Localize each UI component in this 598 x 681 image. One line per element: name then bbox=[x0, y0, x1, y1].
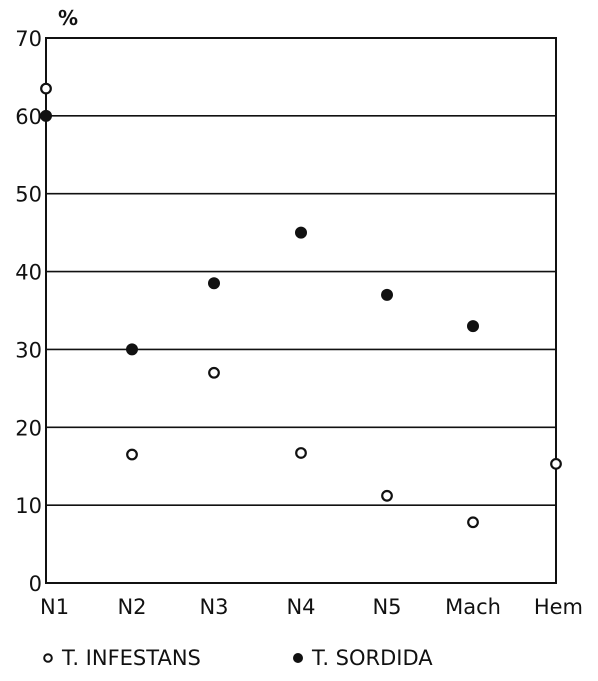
marker-t-sordida-n3 bbox=[208, 277, 220, 290]
legend-label-t-infestans: T. INFESTANS bbox=[61, 646, 201, 670]
marker-t-infestans-mach bbox=[467, 516, 479, 529]
y-tick-label-50: 50 bbox=[15, 183, 42, 207]
marker-t-infestans-n5 bbox=[381, 489, 393, 502]
legend: T. INFESTANS T. SORDIDA bbox=[43, 646, 433, 670]
gridlines bbox=[46, 115, 556, 506]
marker-t-sordida-n5 bbox=[381, 288, 393, 301]
y-tick-label-30: 30 bbox=[15, 338, 42, 362]
y-tick-label-40: 40 bbox=[15, 261, 42, 285]
x-tick-label-n4: N4 bbox=[286, 595, 315, 619]
marker-t-infestans-n2 bbox=[126, 448, 138, 461]
marker-t-infestans-hem bbox=[550, 457, 562, 470]
x-tick-label-n5: N5 bbox=[372, 595, 401, 619]
x-axis-ticks: N1 N2 N3 N4 N5 Mach Hem bbox=[40, 595, 583, 619]
y-tick-label-60: 60 bbox=[15, 105, 42, 129]
legend-label-t-sordida: T. SORDIDA bbox=[311, 646, 433, 670]
x-tick-label-n3: N3 bbox=[199, 595, 228, 619]
marker-t-infestans-n1 bbox=[40, 82, 52, 95]
y-tick-label-0: 0 bbox=[29, 572, 42, 596]
x-tick-label-n1: N1 bbox=[40, 595, 69, 619]
marker-t-sordida-n1 bbox=[40, 109, 52, 122]
y-tick-label-20: 20 bbox=[15, 416, 42, 440]
marker-t-sordida-n2 bbox=[126, 343, 138, 356]
x-tick-label-n2: N2 bbox=[117, 595, 146, 619]
y-axis-ticks: 0 10 20 30 40 50 60 70 bbox=[15, 27, 42, 596]
marker-t-sordida-n4 bbox=[295, 226, 307, 239]
y-axis-unit: % bbox=[58, 6, 78, 30]
legend-marker-t-sordida bbox=[293, 653, 303, 663]
legend-marker-t-infestans bbox=[43, 653, 53, 663]
x-tick-label-mach: Mach bbox=[445, 595, 501, 619]
marker-t-infestans-n3 bbox=[208, 366, 220, 379]
plot-frame bbox=[45, 37, 557, 584]
marker-t-sordida-mach bbox=[467, 320, 479, 333]
data-markers bbox=[40, 82, 562, 529]
marker-t-infestans-n4 bbox=[295, 447, 307, 459]
y-tick-label-70: 70 bbox=[15, 27, 42, 51]
y-tick-label-10: 10 bbox=[15, 494, 42, 518]
x-tick-label-hem: Hem bbox=[534, 595, 583, 619]
